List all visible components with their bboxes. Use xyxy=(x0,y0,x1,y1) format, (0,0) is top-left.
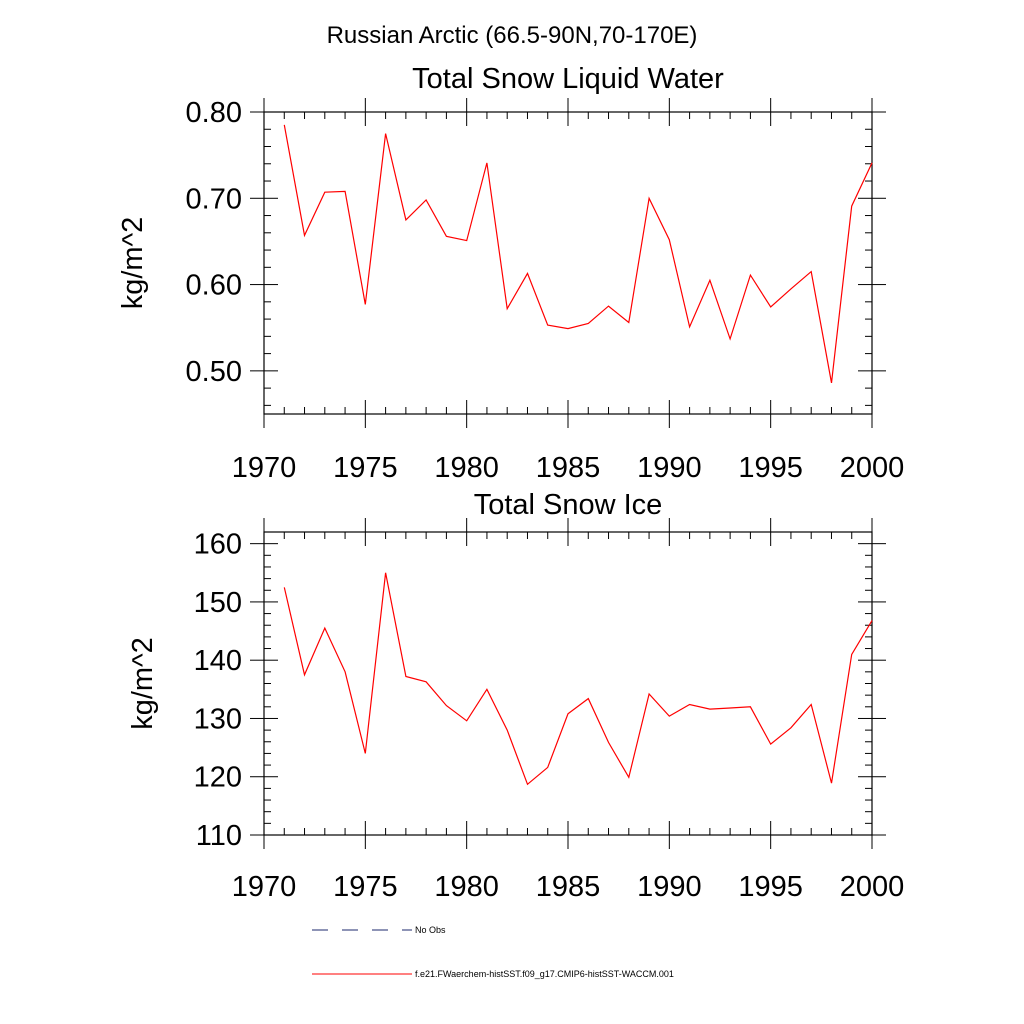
x-tick-label: 1970 xyxy=(232,452,297,484)
y-axis-label: kg/m^2 xyxy=(127,637,159,730)
panel-snow-liquid-water: Total Snow Liquid Water 1970 1975 1980 1985 1… xyxy=(117,63,904,484)
series-line xyxy=(283,572,873,786)
x-tick-label: 1980 xyxy=(434,452,499,484)
panel-snow-ice: Total Snow Ice 1970 1975 1980 1985 1990 1995 20… xyxy=(127,489,904,903)
y-tick-label: 120 xyxy=(194,762,242,794)
x-tick-label: 1980 xyxy=(434,871,499,903)
y-tick-label: 0.70 xyxy=(186,183,242,215)
x-tick-label: 1995 xyxy=(738,452,803,484)
y-tick-label: 130 xyxy=(194,703,242,735)
x-tick-label: 1975 xyxy=(333,452,398,484)
y-tick-label: 0.80 xyxy=(186,97,242,129)
y-tick-label: 160 xyxy=(194,529,242,561)
y-tick-label: 0.60 xyxy=(186,270,242,302)
legend-label: f.e21.FWaerchem-histSST.f09_g17.CMIP6-hi… xyxy=(415,969,674,979)
x-tick-label: 1970 xyxy=(232,871,297,903)
x-tick-label: 1985 xyxy=(536,452,601,484)
y-tick-label: 110 xyxy=(196,820,242,852)
x-tick-label: 1990 xyxy=(637,871,702,903)
y-tick-label: 0.50 xyxy=(186,356,242,388)
x-tick-label: 1995 xyxy=(738,871,803,903)
legend: No Obs f.e21.FWaerchem-histSST.f09_g17.CM… xyxy=(312,925,674,979)
x-tick-label: 2000 xyxy=(840,452,905,484)
plot-frame xyxy=(263,111,873,415)
figure-title: Russian Arctic (66.5-90N,70-170E) xyxy=(327,22,698,49)
y-tick-label: 150 xyxy=(194,587,242,619)
panel-title: Total Snow Ice xyxy=(474,489,663,521)
x-tick-label: 2000 xyxy=(840,871,905,903)
legend-label: No Obs xyxy=(415,925,446,935)
y-axis-label: kg/m^2 xyxy=(117,217,149,310)
series-line xyxy=(283,124,873,384)
plot-frame xyxy=(263,531,873,836)
x-tick-label: 1975 xyxy=(333,871,398,903)
x-tick-label: 1990 xyxy=(637,452,702,484)
x-tick-label: 1985 xyxy=(536,871,601,903)
y-tick-label: 140 xyxy=(194,645,242,677)
panel-title: Total Snow Liquid Water xyxy=(412,63,724,95)
